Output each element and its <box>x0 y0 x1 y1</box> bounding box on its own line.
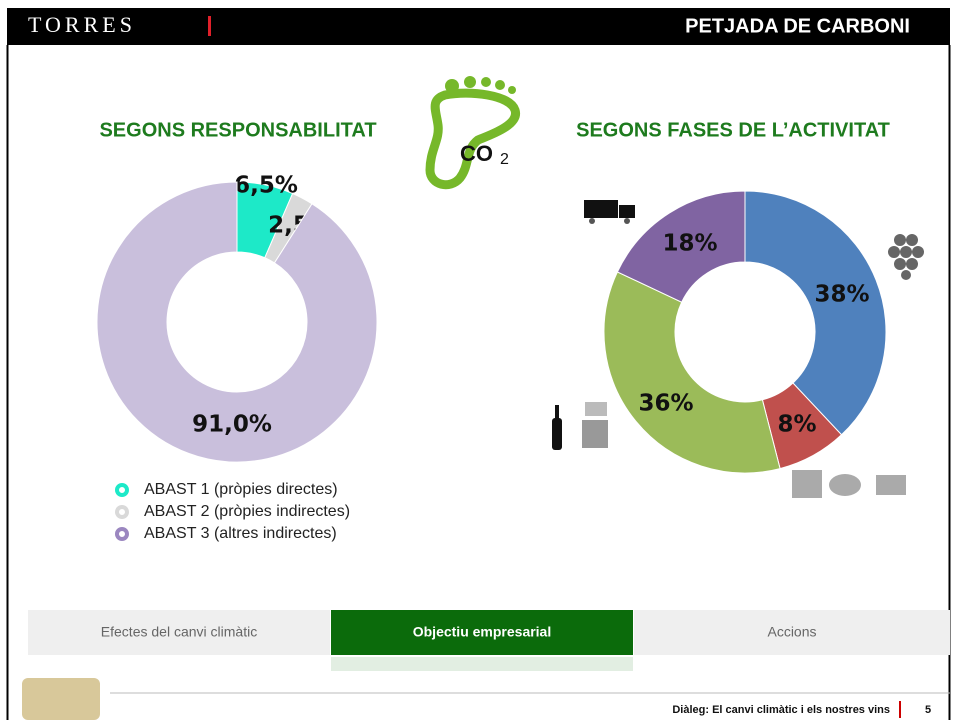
data-label: 38% <box>814 282 869 308</box>
header-bar <box>7 8 950 45</box>
data-label: 8% <box>777 412 816 438</box>
brand-mark <box>208 16 211 36</box>
donut-slice <box>603 271 781 474</box>
chart-title: SEGONS FASES DE L’ACTIVITAT <box>576 119 890 141</box>
legend-marker <box>115 483 129 497</box>
chart-title: SEGONS RESPONSABILITAT <box>99 119 376 141</box>
tab-label: Objectiu empresarial <box>413 624 552 640</box>
legend-label: ABAST 3 (altres indirectes) <box>144 525 337 542</box>
tab-label: Accions <box>767 624 816 640</box>
legend-label: ABAST 1 (pròpies directes) <box>144 481 338 498</box>
footer-text: Diàleg: El canvi climàtic i els nostres … <box>672 704 890 716</box>
bottle-box-icon <box>552 402 608 450</box>
tab-label: Efectes del canvi climàtic <box>101 624 257 640</box>
co2-sub: 2 <box>500 151 509 168</box>
legend-label: ABAST 2 (pròpies indirectes) <box>144 503 350 520</box>
header-title: PETJADA DE CARBONI <box>685 15 910 37</box>
donut-slice <box>96 181 378 463</box>
page-number: 5 <box>925 704 931 716</box>
brand: TORRES <box>28 12 136 37</box>
co2-icon: CO 2 <box>425 76 520 190</box>
grape-icon <box>888 234 924 280</box>
tab-reflection <box>331 657 633 671</box>
tab[interactable] <box>634 610 950 655</box>
donut-slice <box>744 190 887 436</box>
donut-slice <box>616 190 746 303</box>
data-label: 91,0% <box>192 412 272 438</box>
legend-marker <box>115 505 129 519</box>
co2-text: CO <box>460 141 493 166</box>
truck-icon <box>584 200 635 224</box>
data-label: 6,5% <box>234 173 298 199</box>
tab-active[interactable] <box>331 610 633 655</box>
winery-icon <box>792 470 906 498</box>
legend-marker <box>115 527 129 541</box>
tab[interactable] <box>28 610 330 655</box>
data-label: 18% <box>662 231 717 257</box>
cork <box>22 678 100 720</box>
data-label: 36% <box>638 391 693 417</box>
